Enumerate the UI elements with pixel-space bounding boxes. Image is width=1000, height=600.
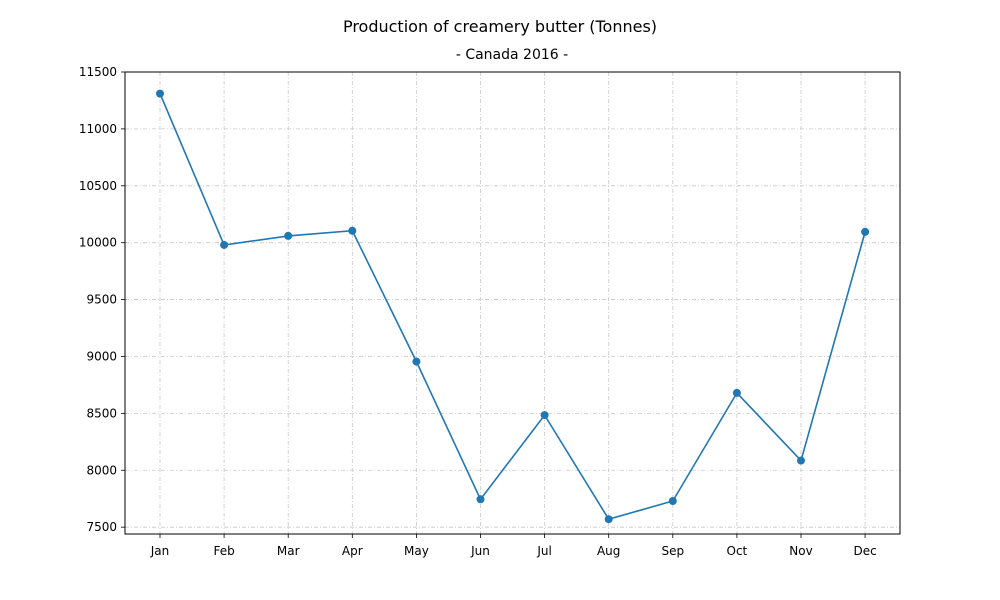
y-tick-label: 11500: [79, 65, 117, 79]
x-tick-label: Apr: [342, 544, 363, 558]
data-point: [797, 456, 805, 465]
data-point: [412, 357, 421, 366]
y-tick-label: 11000: [79, 122, 117, 136]
y-tick-label: 10500: [79, 179, 117, 193]
data-point: [220, 240, 229, 249]
x-axis: Jan Feb Mar Apr May Jun Jul Aug Sep Oct Nov Dec: [150, 534, 877, 558]
x-tick-label: Jun: [470, 544, 490, 558]
y-axis: 7500 8000 8500 9000 9500 10000 10500 11000 11500: [79, 65, 125, 534]
data-point: [604, 515, 613, 524]
y-tick-label: 9000: [86, 349, 117, 363]
data-point: [540, 411, 549, 420]
data-point: [476, 495, 485, 504]
data-point: [348, 226, 357, 235]
chart-title: Production of creamery butter (Tonnes): [343, 17, 657, 36]
y-tick-label: 9500: [86, 293, 117, 307]
plot-frame: [124, 71, 901, 535]
y-tick-label: 7500: [86, 520, 117, 534]
x-tick-label: Dec: [853, 544, 876, 558]
data-point: [156, 89, 164, 98]
data-point: [861, 227, 870, 236]
y-tick-label: 8500: [86, 406, 117, 420]
x-tick-label: Jan: [150, 544, 170, 558]
y-tick-label: 8000: [86, 463, 117, 477]
data-point: [732, 388, 741, 397]
x-tick-label: Jul: [536, 544, 551, 558]
series-line: [159, 93, 866, 521]
y-tick-label: 10000: [79, 236, 117, 250]
x-tick-label: Mar: [277, 544, 300, 558]
data-point: [284, 231, 293, 240]
x-tick-label: Oct: [727, 544, 748, 558]
x-tick-label: Aug: [597, 544, 620, 558]
x-tick-label: May: [404, 544, 429, 558]
chart-subtitle: - Canada 2016 -: [456, 47, 568, 63]
data-point: [668, 497, 677, 505]
x-tick-label: Feb: [213, 544, 234, 558]
x-tick-label: Sep: [661, 544, 684, 558]
x-tick-label: Nov: [789, 544, 812, 558]
series-layer: [156, 89, 870, 524]
